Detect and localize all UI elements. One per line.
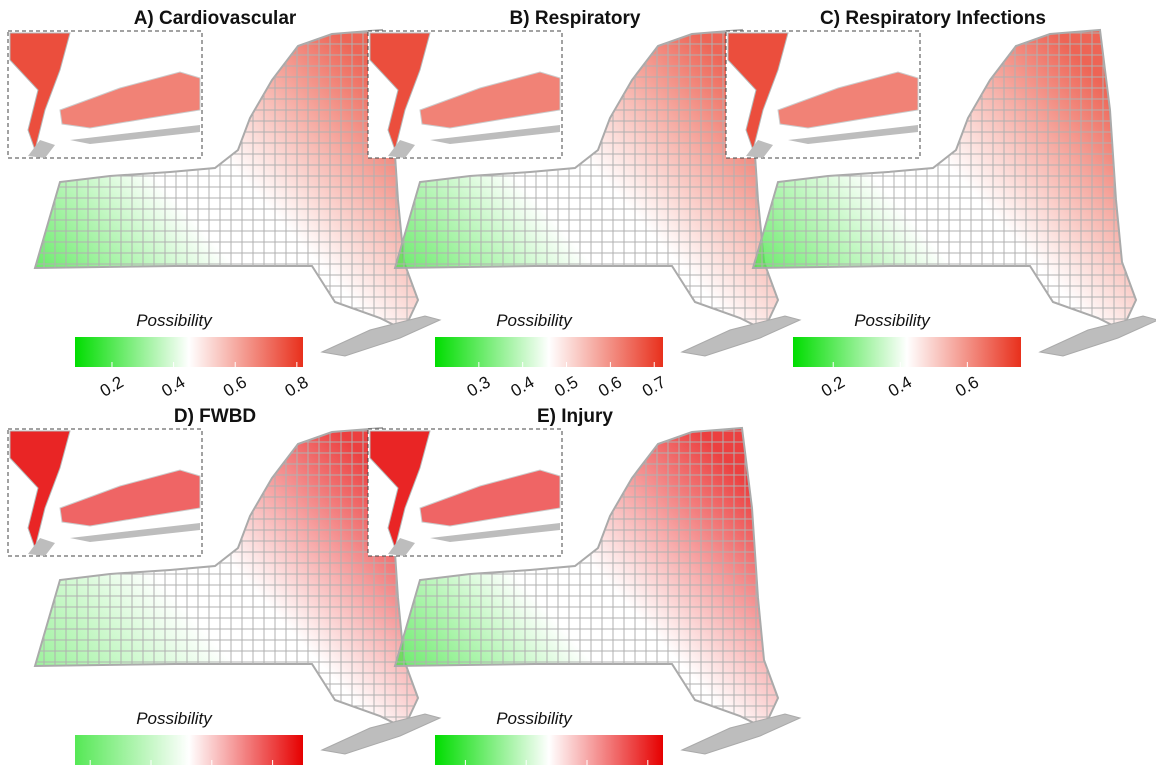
colorbar-tick-label: 0.5 — [551, 372, 581, 400]
colorbar-tick-label: 0.4 — [885, 372, 915, 400]
colorbar — [75, 337, 303, 367]
colorbar-tick-label: 0.8 — [282, 372, 312, 400]
colorbar — [435, 337, 663, 367]
legend-title: Possibility — [854, 311, 931, 330]
legend-title: Possibility — [496, 311, 573, 330]
colorbar-tick-label: 0.2 — [97, 372, 127, 400]
colorbar-tick-label: 0.2 — [818, 372, 848, 400]
long-island — [1040, 316, 1156, 356]
colorbar-tick-label: 0.4 — [507, 372, 537, 400]
panel-title: B) Respiratory — [510, 8, 641, 29]
panel-title: A) Cardiovascular — [134, 8, 297, 29]
colorbar — [793, 337, 1021, 367]
colorbar-tick-label: 0.3 — [464, 372, 494, 400]
long-island — [322, 316, 440, 356]
colorbar — [75, 735, 303, 765]
colorbar — [435, 735, 663, 765]
panel: E) InjuryPossibility0.20.40.60.8 — [368, 406, 800, 770]
legend-title: Possibility — [136, 709, 213, 728]
panel-title: E) Injury — [537, 406, 613, 427]
long-island — [682, 316, 800, 356]
colorbar-tick-label: 0.4 — [158, 372, 188, 400]
colorbar-tick-label: 0.6 — [220, 372, 250, 400]
legend-title: Possibility — [496, 709, 573, 728]
colorbar-tick-label: 0.6 — [952, 372, 982, 400]
colorbar-tick-label: 0.7 — [639, 372, 669, 400]
legend-title: Possibility — [136, 311, 213, 330]
panel-title: C) Respiratory Infections — [820, 8, 1046, 29]
panel: C) Respiratory Infections Possibility 0.2 0… — [726, 8, 1156, 401]
long-island — [682, 714, 800, 754]
figure: A) Cardiovascular Possibility 0.2 0.4 0.6 0.8… — [0, 0, 1156, 770]
colorbar-tick-label: 0.6 — [595, 372, 625, 400]
panel-title: D) FWBD — [174, 406, 256, 427]
long-island — [322, 714, 440, 754]
